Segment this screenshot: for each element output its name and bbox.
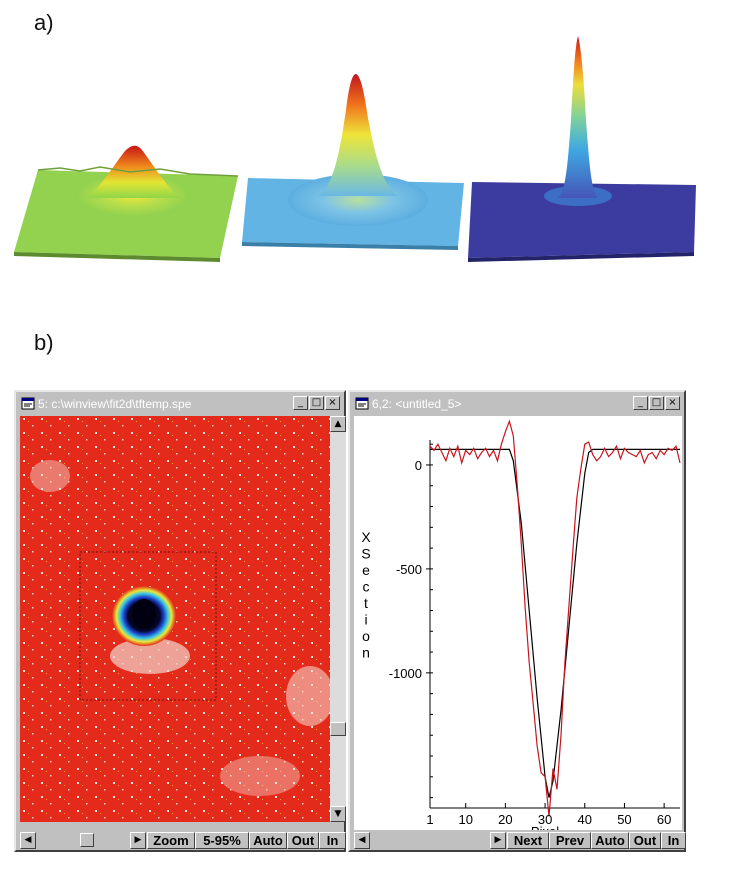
scrollbar-thumb[interactable] xyxy=(330,722,346,736)
window-icon[interactable] xyxy=(355,397,369,410)
prev-button[interactable]: Prev xyxy=(549,832,591,849)
surface-plots xyxy=(14,36,696,262)
zoom-out-button[interactable]: Out xyxy=(287,832,319,849)
detector-image-graphic xyxy=(20,416,330,822)
next-button[interactable]: Next xyxy=(507,832,549,849)
image-window-titlebar[interactable]: 5: c:\winview\fit2d\tftemp.spe _ □ × xyxy=(18,394,342,414)
graph-window-titlebar[interactable]: 6,2: <untitled_5> _ □ × xyxy=(352,394,682,414)
x-tick-label: 1 xyxy=(426,812,433,827)
contrast-button[interactable]: 5-95% xyxy=(195,832,249,849)
graph-toolbar: ◀ ▶ Next Prev Auto Out In xyxy=(354,832,686,849)
maximize-button[interactable]: □ xyxy=(309,396,324,410)
maximize-button[interactable]: □ xyxy=(649,396,664,410)
graph-window-title: 6,2: <untitled_5> xyxy=(372,397,462,411)
y-tick-label: 0 xyxy=(415,458,422,473)
x-tick-label: 30 xyxy=(538,812,552,827)
x-tick-label: 50 xyxy=(617,812,631,827)
y-tick-label: -1000 xyxy=(389,666,422,681)
x-tick-label: 10 xyxy=(458,812,472,827)
close-button[interactable]: × xyxy=(665,396,680,410)
y-axis-label-letter: t xyxy=(364,595,368,611)
series-line-data xyxy=(429,419,681,817)
image-vertical-scrollbar[interactable]: ▲ ▼ xyxy=(330,416,346,822)
minimize-button[interactable]: _ xyxy=(633,396,648,410)
image-window: 5: c:\winview\fit2d\tftemp.spe _ □ × xyxy=(14,390,346,852)
window-icon[interactable] xyxy=(21,397,35,410)
series-line-fit xyxy=(430,448,680,798)
chart-series xyxy=(429,419,681,817)
auto-button[interactable]: Auto xyxy=(591,832,629,849)
surface-plot-1 xyxy=(14,145,239,262)
x-tick-label: 20 xyxy=(498,812,512,827)
y-axis-label-letter: e xyxy=(362,562,370,578)
panel-label-a: a) xyxy=(34,10,54,35)
zoom-out-button[interactable]: Out xyxy=(629,832,661,849)
minimize-button[interactable]: _ xyxy=(293,396,308,410)
arrow-down-icon[interactable]: ▼ xyxy=(330,806,346,822)
horizontal-scrollbar-thumb[interactable] xyxy=(80,833,94,847)
y-tick-label: -500 xyxy=(396,562,422,577)
x-tick-label: 40 xyxy=(578,812,592,827)
y-axis-label-letter: n xyxy=(362,645,370,661)
y-axis-label-letter: i xyxy=(364,612,367,628)
panel-label-b: b) xyxy=(34,330,54,355)
y-axis-label-letter: X xyxy=(361,529,371,545)
y-axis-label-letter: c xyxy=(363,579,370,595)
zoom-in-button[interactable]: In xyxy=(661,832,686,849)
auto-button[interactable]: Auto xyxy=(249,832,287,849)
zoom-selection-box[interactable] xyxy=(79,551,217,701)
arrow-left-icon[interactable]: ◀ xyxy=(20,832,36,849)
arrow-right-icon[interactable]: ▶ xyxy=(130,832,146,849)
surface-plot-2 xyxy=(242,74,464,250)
x-axis-label: Pixel xyxy=(531,824,559,830)
arrow-left-icon[interactable]: ◀ xyxy=(354,832,370,849)
arrow-right-icon[interactable]: ▶ xyxy=(490,832,506,849)
zoom-in-button[interactable]: In xyxy=(319,832,346,849)
arrow-up-icon[interactable]: ▲ xyxy=(330,416,346,432)
image-window-title: 5: c:\winview\fit2d\tftemp.spe xyxy=(38,397,192,411)
image-toolbar: ◀ ▶ Zoom 5-95% Auto Out In xyxy=(20,832,346,849)
x-tick-label: 60 xyxy=(657,812,671,827)
y-axis-label-letter: o xyxy=(362,628,370,644)
chart-axes xyxy=(426,440,680,809)
close-button[interactable]: × xyxy=(325,396,340,410)
zoom-button[interactable]: Zoom xyxy=(147,832,195,849)
y-axis-label-letter: S xyxy=(361,546,370,562)
graph-window: 6,2: <untitled_5> _ □ × 1 10 20 30 40 50 60 0 -500… xyxy=(348,390,686,852)
surface-plot-3 xyxy=(468,36,696,262)
detector-image[interactable] xyxy=(20,416,330,822)
